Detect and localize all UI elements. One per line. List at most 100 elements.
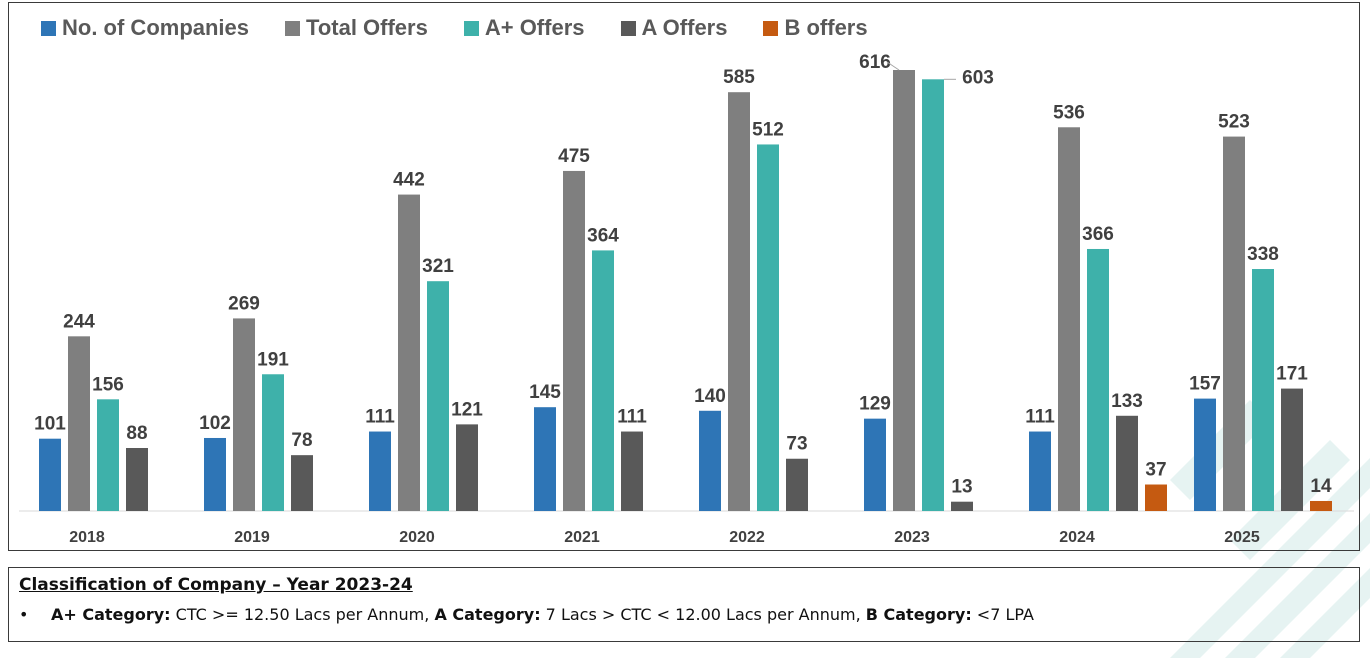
- data-label-a-offers-2020: 121: [451, 399, 483, 420]
- bar-a-offers-2019: [291, 455, 313, 511]
- legend-item: No. of Companies: [41, 15, 249, 41]
- bar-aplus-offers-2020: [427, 281, 449, 511]
- data-label-total-offers-2018: 244: [63, 311, 95, 332]
- data-label-aplus-offers-2018: 156: [92, 374, 124, 395]
- data-label-total-offers-2023: 616: [859, 52, 891, 73]
- aplus-category-text: CTC >= 12.50 Lacs per Annum,: [170, 605, 435, 624]
- bar-a-offers-2023: [951, 501, 973, 511]
- leader-line-total-2023: [886, 61, 900, 71]
- x-tick-label-2018: 2018: [69, 529, 105, 546]
- legend-swatch: [763, 20, 779, 36]
- bar-aplus-offers-2018: [97, 399, 119, 511]
- legend-label: B offers: [784, 15, 868, 40]
- data-label-aplus-offers-2025: 338: [1247, 244, 1279, 265]
- bar-b-offers-2025: [1310, 500, 1332, 511]
- data-label-total-offers-2021: 475: [558, 146, 590, 167]
- bar-total-offers-2024: [1058, 127, 1080, 511]
- data-label-companies-2020: 111: [365, 407, 395, 428]
- bar-aplus-offers-2021: [592, 250, 614, 511]
- data-label-companies-2023: 129: [859, 394, 891, 415]
- legend-label: No. of Companies: [62, 15, 250, 40]
- data-label-b-offers-2025: 14: [1310, 476, 1332, 497]
- data-label-companies-2019: 102: [199, 413, 231, 434]
- legend-item: B offers: [763, 15, 868, 41]
- bar-b-offers-2024: [1145, 484, 1167, 511]
- legend-swatch: [41, 20, 56, 36]
- bar-a-offers-2018: [126, 448, 148, 511]
- b-category-text: <7 LPA: [971, 605, 1034, 624]
- x-tick-label-2022: 2022: [729, 529, 765, 546]
- data-label-companies-2025: 157: [1189, 374, 1221, 395]
- data-label-b-offers-2024: 37: [1145, 460, 1166, 481]
- data-label-total-offers-2022: 585: [723, 67, 755, 88]
- data-label-a-offers-2023: 13: [951, 477, 972, 498]
- bar-companies-2019: [204, 437, 226, 511]
- legend-label: A+ Offers: [484, 15, 585, 40]
- data-label-aplus-offers-2023: 603: [962, 67, 994, 88]
- data-label-companies-2021: 145: [529, 382, 561, 403]
- data-label-total-offers-2019: 269: [228, 293, 260, 314]
- x-tick-label-2024: 2024: [1059, 529, 1095, 546]
- bar-companies-2021: [534, 407, 556, 511]
- bar-total-offers-2021: [563, 170, 585, 511]
- data-label-companies-2018: 101: [34, 414, 66, 435]
- data-label-aplus-offers-2019: 191: [257, 349, 289, 370]
- data-label-total-offers-2020: 442: [393, 170, 425, 191]
- legend-swatch: [620, 20, 636, 36]
- bar-total-offers-2018: [68, 336, 90, 511]
- data-label-a-offers-2019: 78: [291, 430, 312, 451]
- data-label-aplus-offers-2022: 512: [752, 119, 784, 140]
- data-label-a-offers-2018: 88: [126, 423, 147, 444]
- data-label-aplus-offers-2020: 321: [422, 256, 454, 277]
- data-label-total-offers-2025: 523: [1218, 112, 1250, 133]
- a-category-label: A Category:: [434, 605, 541, 624]
- bar-a-offers-2025: [1281, 388, 1303, 511]
- bar-a-offers-2024: [1116, 415, 1138, 511]
- bar-total-offers-2022: [728, 92, 750, 512]
- data-label-companies-2024: 111: [1025, 407, 1055, 428]
- data-label-a-offers-2025: 171: [1276, 364, 1308, 385]
- bar-companies-2024: [1029, 431, 1051, 511]
- bar-aplus-offers-2024: [1087, 248, 1109, 511]
- legend-label: Total Offers: [306, 15, 428, 40]
- x-tick-label-2020: 2020: [399, 529, 435, 546]
- bar-chart: 101 244 156 88 2018 102 269 191 78 2019 111 442 321 1…: [19, 52, 1354, 546]
- bar-a-offers-2021: [621, 431, 643, 511]
- x-tick-label-2023: 2023: [894, 529, 930, 546]
- bar-companies-2018: [39, 438, 61, 511]
- data-label-a-offers-2024: 133: [1111, 391, 1143, 412]
- x-tick-label-2021: 2021: [564, 529, 600, 546]
- legend-item: A+ Offers: [463, 15, 585, 41]
- x-tick-label-2019: 2019: [234, 529, 270, 546]
- bar-aplus-offers-2025: [1252, 269, 1274, 511]
- bar-total-offers-2020: [398, 194, 420, 511]
- legend-label: A Offers: [641, 15, 728, 40]
- note-bullet-line: • A+ Category: CTC >= 12.50 Lacs per Annu…: [19, 601, 1349, 629]
- bar-aplus-offers-2019: [262, 374, 284, 511]
- bar-companies-2023: [864, 418, 886, 511]
- legend-swatch: [463, 20, 479, 36]
- bar-companies-2025: [1194, 398, 1216, 511]
- note-title: Classification of Company – Year 2023-24: [19, 575, 413, 595]
- bar-aplus-offers-2023: [922, 79, 944, 511]
- data-label-aplus-offers-2024: 366: [1082, 224, 1114, 245]
- classification-note: Classification of Company – Year 2023-24…: [8, 567, 1360, 642]
- legend-swatch: [285, 20, 301, 36]
- a-category-text: 7 Lacs > CTC < 12.00 Lacs per Annum,: [540, 605, 866, 624]
- aplus-category-label: A+ Category:: [51, 605, 171, 624]
- bar-aplus-offers-2022: [757, 144, 779, 512]
- bar-total-offers-2023: [893, 70, 915, 511]
- data-label-companies-2022: 140: [694, 386, 726, 407]
- bar-companies-2020: [369, 431, 391, 511]
- bar-a-offers-2020: [456, 424, 478, 511]
- bar-companies-2022: [699, 410, 721, 511]
- chart-legend: No. of Companies Total Offers A+ Offers A O…: [41, 13, 904, 43]
- bar-total-offers-2025: [1223, 136, 1245, 512]
- chart-frame: 101 244 156 88 2018 102 269 191 78 2019 111 442 321 1…: [8, 2, 1360, 551]
- legend-item: A Offers: [620, 15, 728, 41]
- bar-a-offers-2022: [786, 458, 808, 511]
- bullet-marker: •: [19, 605, 29, 624]
- data-label-a-offers-2022: 73: [786, 434, 807, 455]
- data-label-a-offers-2021: 111: [617, 407, 647, 428]
- data-label-total-offers-2024: 536: [1053, 102, 1085, 123]
